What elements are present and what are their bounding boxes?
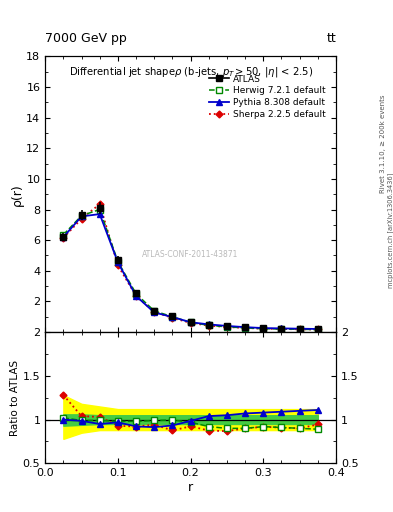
X-axis label: r: r	[188, 481, 193, 494]
Legend: ATLAS, Herwig 7.2.1 default, Pythia 8.308 default, Sherpa 2.2.5 default: ATLAS, Herwig 7.2.1 default, Pythia 8.30…	[206, 72, 329, 121]
Text: 7000 GeV pp: 7000 GeV pp	[45, 32, 127, 45]
Text: mcplots.cern.ch [arXiv:1306.3436]: mcplots.cern.ch [arXiv:1306.3436]	[387, 173, 393, 288]
Text: ATLAS-CONF-2011-43871: ATLAS-CONF-2011-43871	[142, 250, 239, 260]
Text: tt: tt	[326, 32, 336, 45]
Text: Differential jet shape$\rho$ (b-jets, $p_{T}$$>$50, $|\eta|$ < 2.5): Differential jet shape$\rho$ (b-jets, $p…	[68, 65, 313, 79]
Text: Rivet 3.1.10, ≥ 200k events: Rivet 3.1.10, ≥ 200k events	[380, 94, 386, 193]
Y-axis label: Ratio to ATLAS: Ratio to ATLAS	[10, 359, 20, 436]
Y-axis label: ρ(r): ρ(r)	[11, 183, 24, 205]
